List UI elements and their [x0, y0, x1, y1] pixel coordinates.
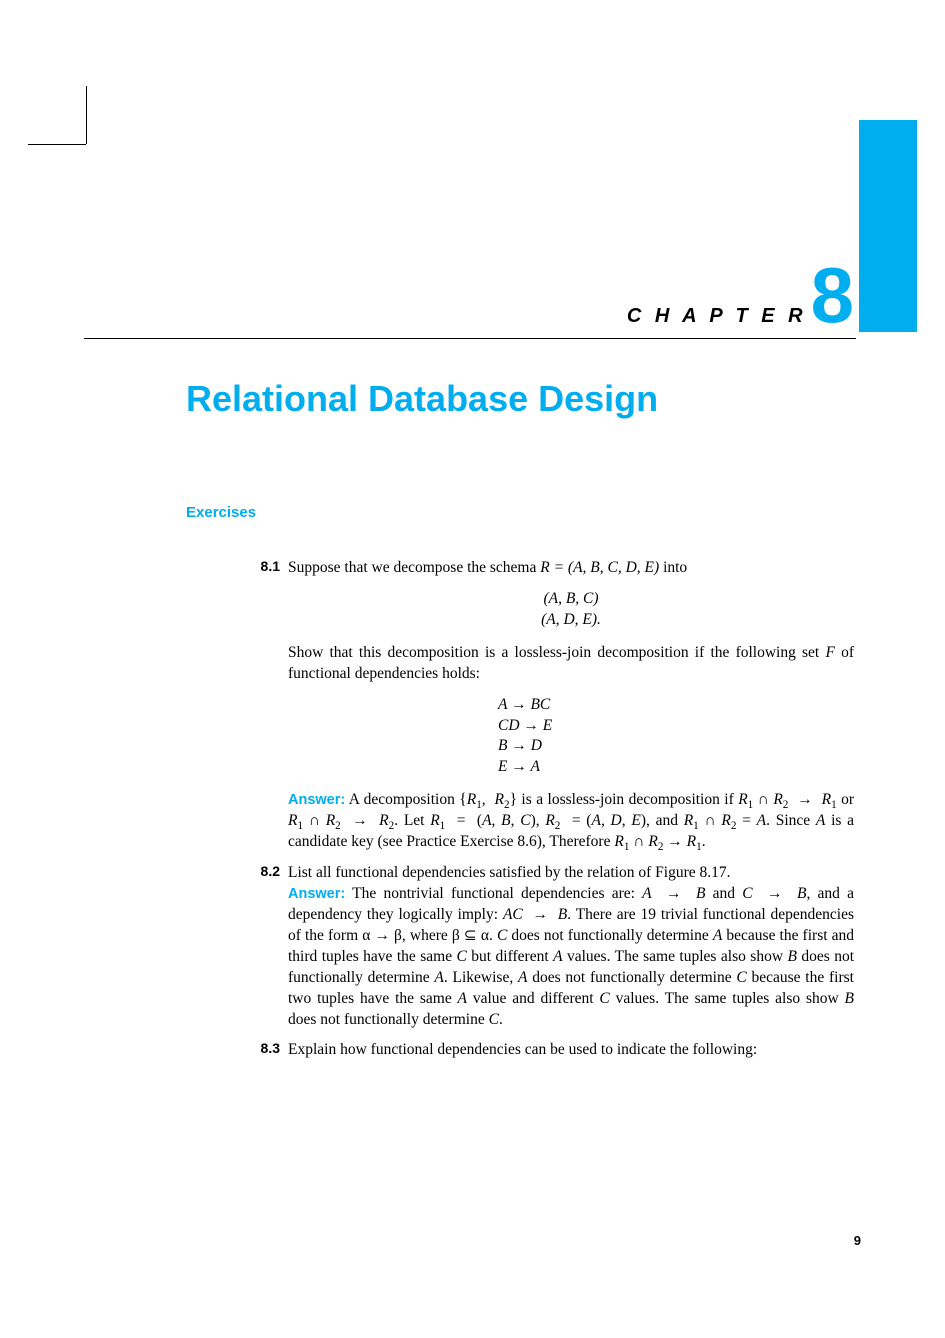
- chapter-title: Relational Database Design: [186, 378, 658, 420]
- math-line: E → A: [498, 758, 540, 775]
- crop-mark-vertical: [86, 86, 87, 144]
- chapter-label-line: C H A P T E R 8: [84, 260, 854, 330]
- page: C H A P T E R 8 Relational Database Desi…: [0, 0, 945, 1338]
- page-number: 9: [854, 1233, 861, 1248]
- chapter-number: 8: [811, 260, 854, 330]
- text: into: [659, 559, 687, 576]
- math-inline: R = (A, B, C, D, E): [540, 559, 659, 576]
- header-rule: [84, 338, 856, 339]
- answer-label: Answer:: [288, 886, 345, 902]
- exercise-body: Suppose that we decompose the schema R =…: [288, 558, 854, 853]
- math-line: A → BC: [498, 696, 550, 713]
- exercises-block: 8.1 Suppose that we decompose the schema…: [244, 558, 854, 1071]
- exercise: 8.3 Explain how functional dependencies …: [244, 1040, 854, 1061]
- section-heading: Exercises: [186, 504, 256, 521]
- exercise: 8.2 List all functional dependencies sat…: [244, 863, 854, 1030]
- text: Suppose that we decompose the schema: [288, 559, 540, 576]
- question-text: List all functional dependencies satisfi…: [288, 864, 731, 881]
- text: Show that this decomposition is a lossle…: [288, 644, 825, 661]
- math-block-decomposition: (A, B, C) (A, D, E).: [288, 589, 854, 631]
- exercise-number: 8.3: [244, 1040, 280, 1056]
- math-line: (A, B, C): [543, 590, 598, 607]
- exercise-number: 8.1: [244, 558, 280, 574]
- exercise: 8.1 Suppose that we decompose the schema…: [244, 558, 854, 853]
- answer-text: The nontrivial functional dependencies a…: [288, 885, 854, 1028]
- question-text: Explain how functional dependencies can …: [288, 1041, 757, 1058]
- answer-label: Answer:: [288, 792, 345, 808]
- math-block-fds: A → BC CD → E B → D E → A: [288, 695, 854, 779]
- math-line: CD → E: [498, 717, 552, 734]
- math-inline: F: [825, 644, 834, 661]
- exercise-body: List all functional dependencies satisfi…: [288, 863, 854, 1030]
- exercise-number: 8.2: [244, 863, 280, 879]
- crop-mark-horizontal: [28, 144, 86, 145]
- answer-text: A decomposition {R1, R2} is a lossless-j…: [288, 791, 854, 850]
- math-line: B → D: [498, 737, 542, 754]
- exercise-body: Explain how functional dependencies can …: [288, 1040, 854, 1061]
- math-line: (A, D, E).: [541, 611, 601, 628]
- chapter-label: C H A P T E R: [627, 305, 807, 328]
- chapter-tab: [859, 120, 917, 332]
